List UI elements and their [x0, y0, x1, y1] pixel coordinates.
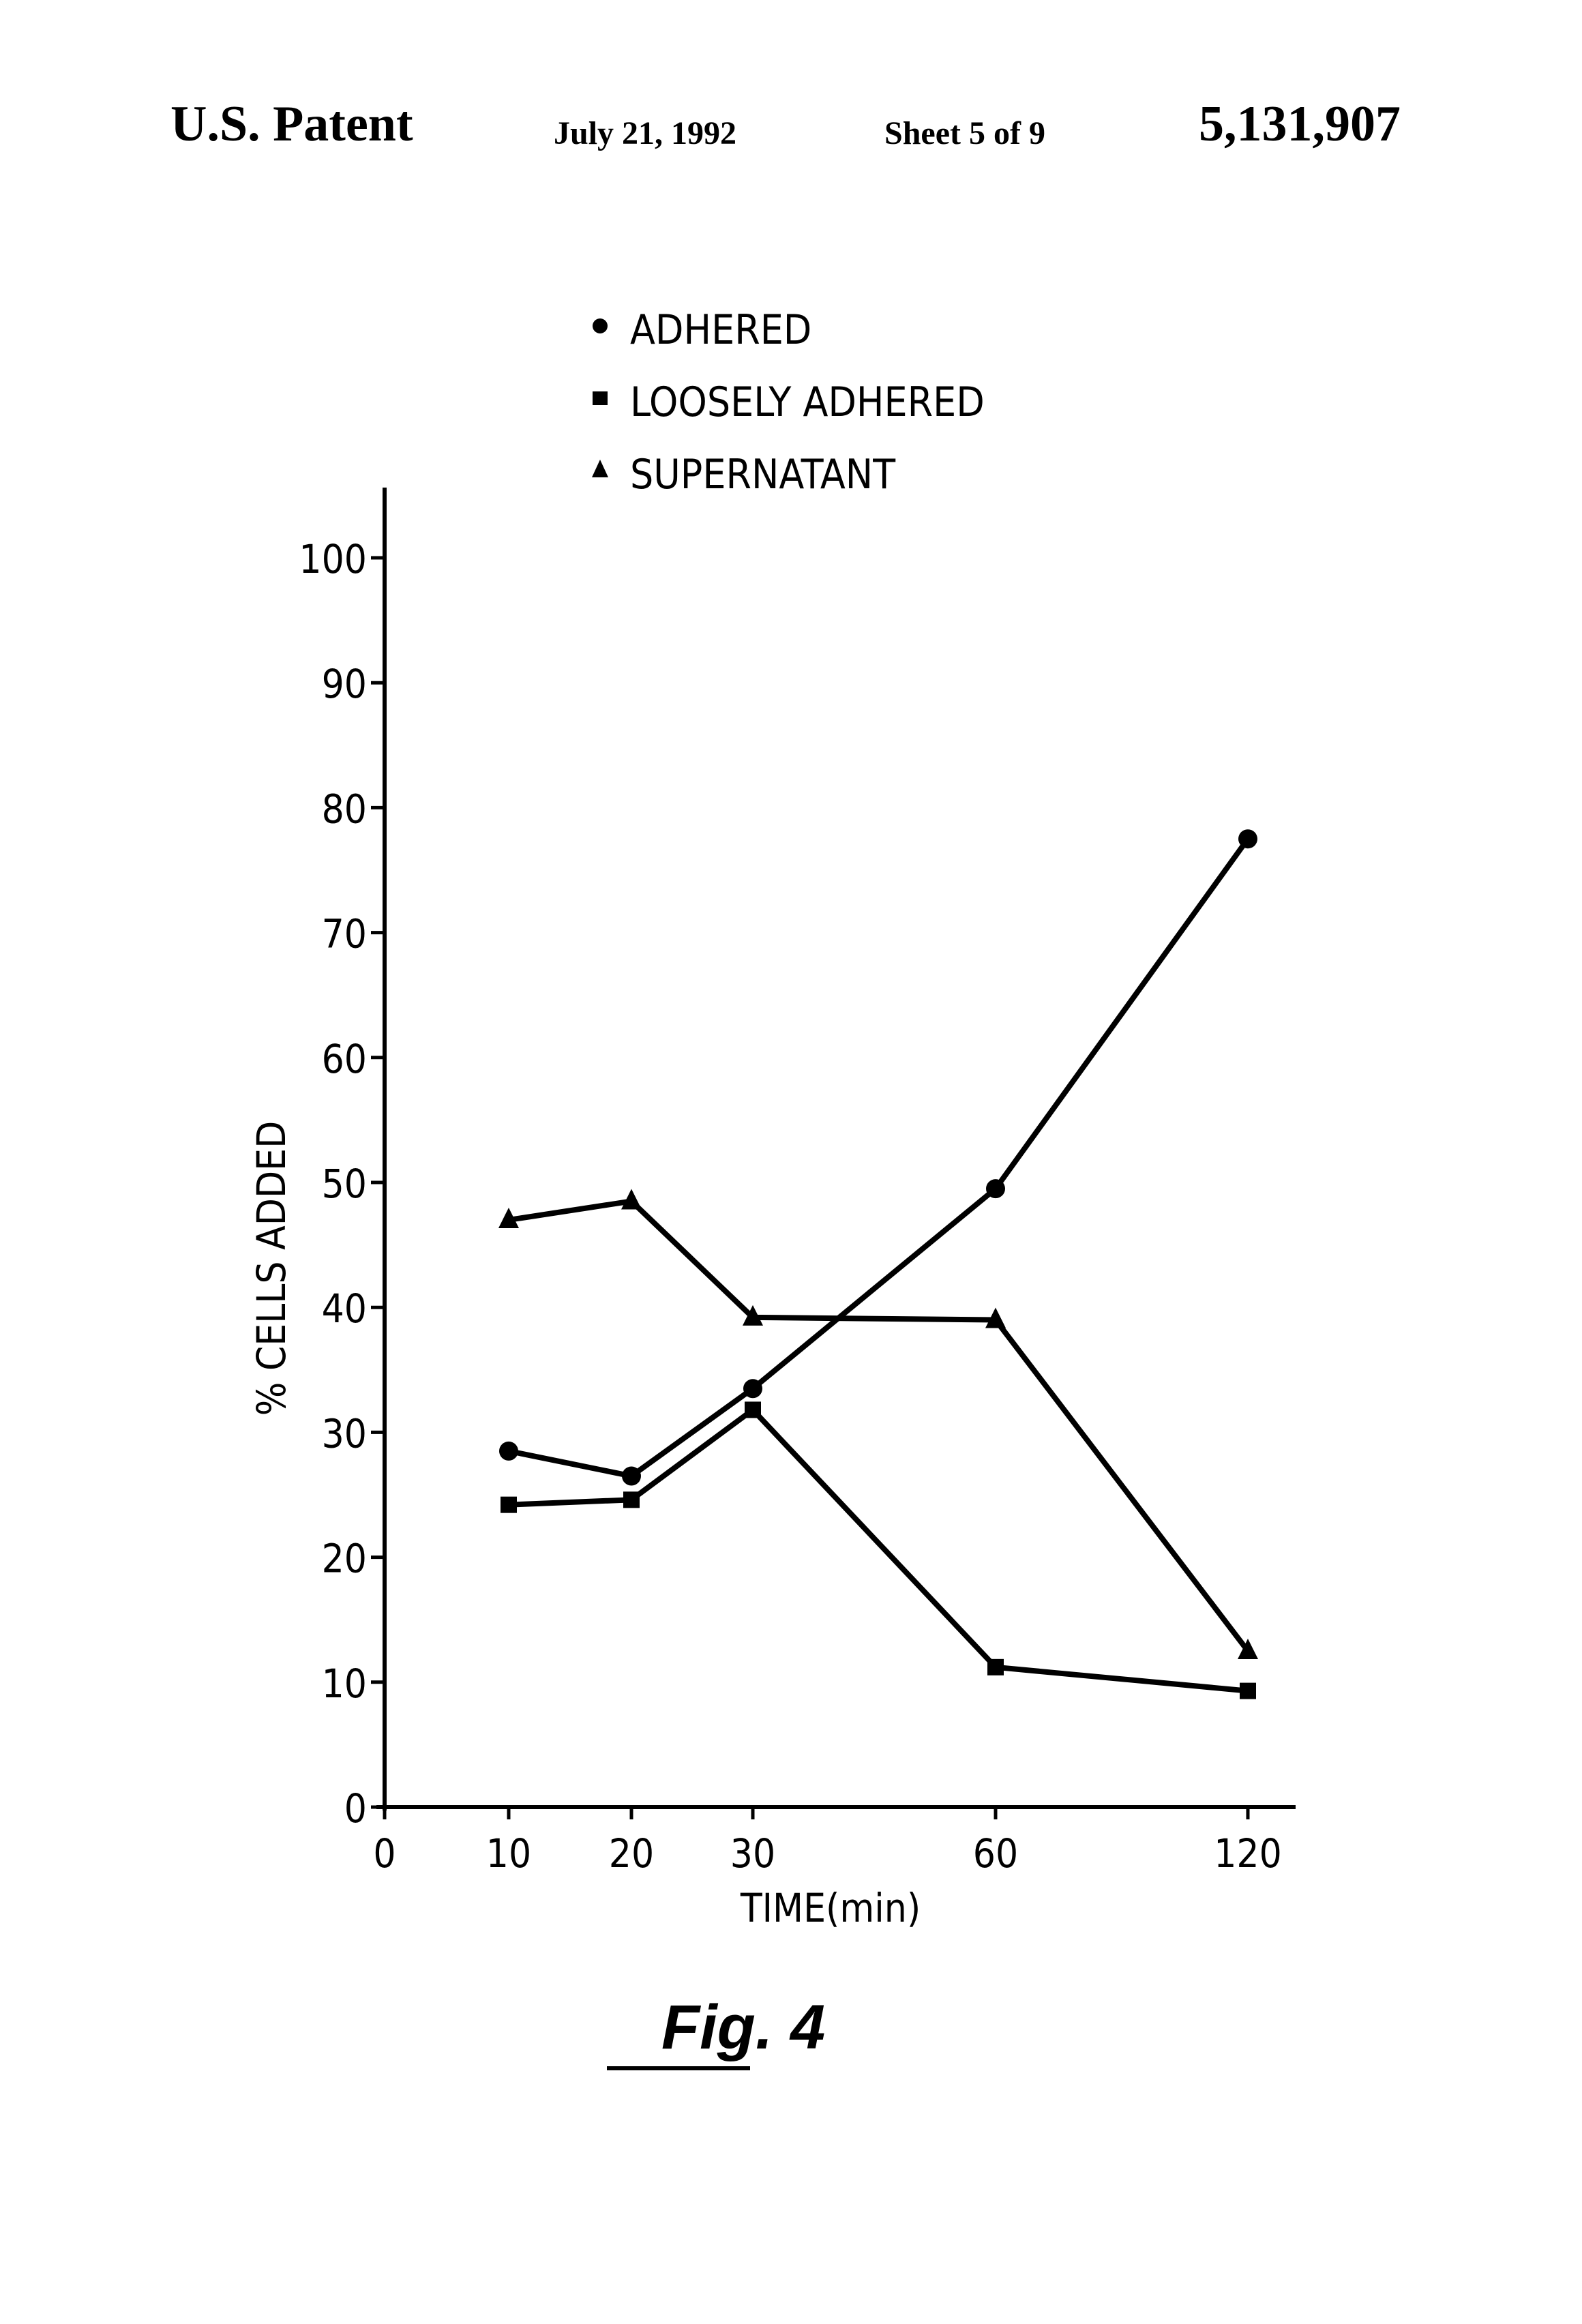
y-tick-label: 100	[299, 536, 367, 582]
x-axis-label: TIME(min)	[740, 1885, 921, 1931]
y-axis-label: % CELLS ADDED	[248, 1121, 295, 1416]
x-tick-label: 20	[609, 1830, 654, 1877]
series-line	[509, 839, 1248, 1476]
legend-square-icon	[593, 391, 608, 405]
chart-axes	[376, 488, 1296, 1811]
legend-circle-icon	[593, 318, 608, 333]
x-ticks: 0 10 20 30 60 120	[373, 1807, 1281, 1877]
legend-label: LOOSELY ADHERED	[630, 378, 985, 426]
data-point-square	[623, 1491, 640, 1508]
data-point-circle	[743, 1379, 762, 1398]
y-tick-label: 60	[322, 1036, 367, 1082]
series-line	[509, 1410, 1248, 1690]
data-point-circle	[622, 1467, 641, 1486]
figure-label: Fig. 4	[661, 1993, 825, 2062]
x-tick-label: 60	[973, 1830, 1018, 1877]
y-tick-label: 10	[322, 1660, 367, 1707]
x-tick-label: 0	[373, 1830, 395, 1877]
y-tick-label: 30	[322, 1410, 367, 1457]
x-tick-label: 120	[1214, 1830, 1282, 1877]
y-ticks: 0 10 20 30 40 50 60 70 80 90 100	[299, 536, 385, 1832]
figure-label-group: Fig. 4	[607, 1993, 825, 2068]
data-point-square	[745, 1401, 761, 1418]
x-tick-label: 10	[486, 1830, 531, 1877]
series-group	[498, 829, 1258, 1699]
data-point-circle	[499, 1442, 518, 1461]
y-tick-label: 50	[322, 1161, 367, 1207]
y-tick-label: 90	[322, 661, 367, 707]
x-tick-label: 30	[730, 1830, 775, 1877]
data-point-square	[1240, 1683, 1256, 1699]
legend-triangle-icon	[592, 460, 608, 477]
series-line	[509, 1201, 1248, 1651]
series-adhered	[499, 829, 1257, 1485]
y-tick-label: 20	[322, 1536, 367, 1582]
series-supernatant	[498, 1189, 1258, 1659]
data-point-circle	[1238, 829, 1257, 848]
data-point-square	[987, 1659, 1004, 1675]
legend-label: ADHERED	[630, 306, 811, 354]
data-point-square	[501, 1497, 517, 1513]
y-tick-label: 80	[322, 786, 367, 832]
y-tick-label: 70	[322, 911, 367, 957]
y-tick-label: 40	[322, 1285, 367, 1332]
data-point-triangle	[621, 1189, 642, 1209]
data-point-circle	[986, 1179, 1005, 1198]
y-tick-label: 0	[344, 1785, 367, 1832]
legend-label: SUPERNATANT	[630, 451, 896, 498]
legend: ADHERED LOOSELY ADHERED SUPERNATANT	[592, 306, 985, 498]
series-loosely-adhered	[501, 1401, 1256, 1699]
